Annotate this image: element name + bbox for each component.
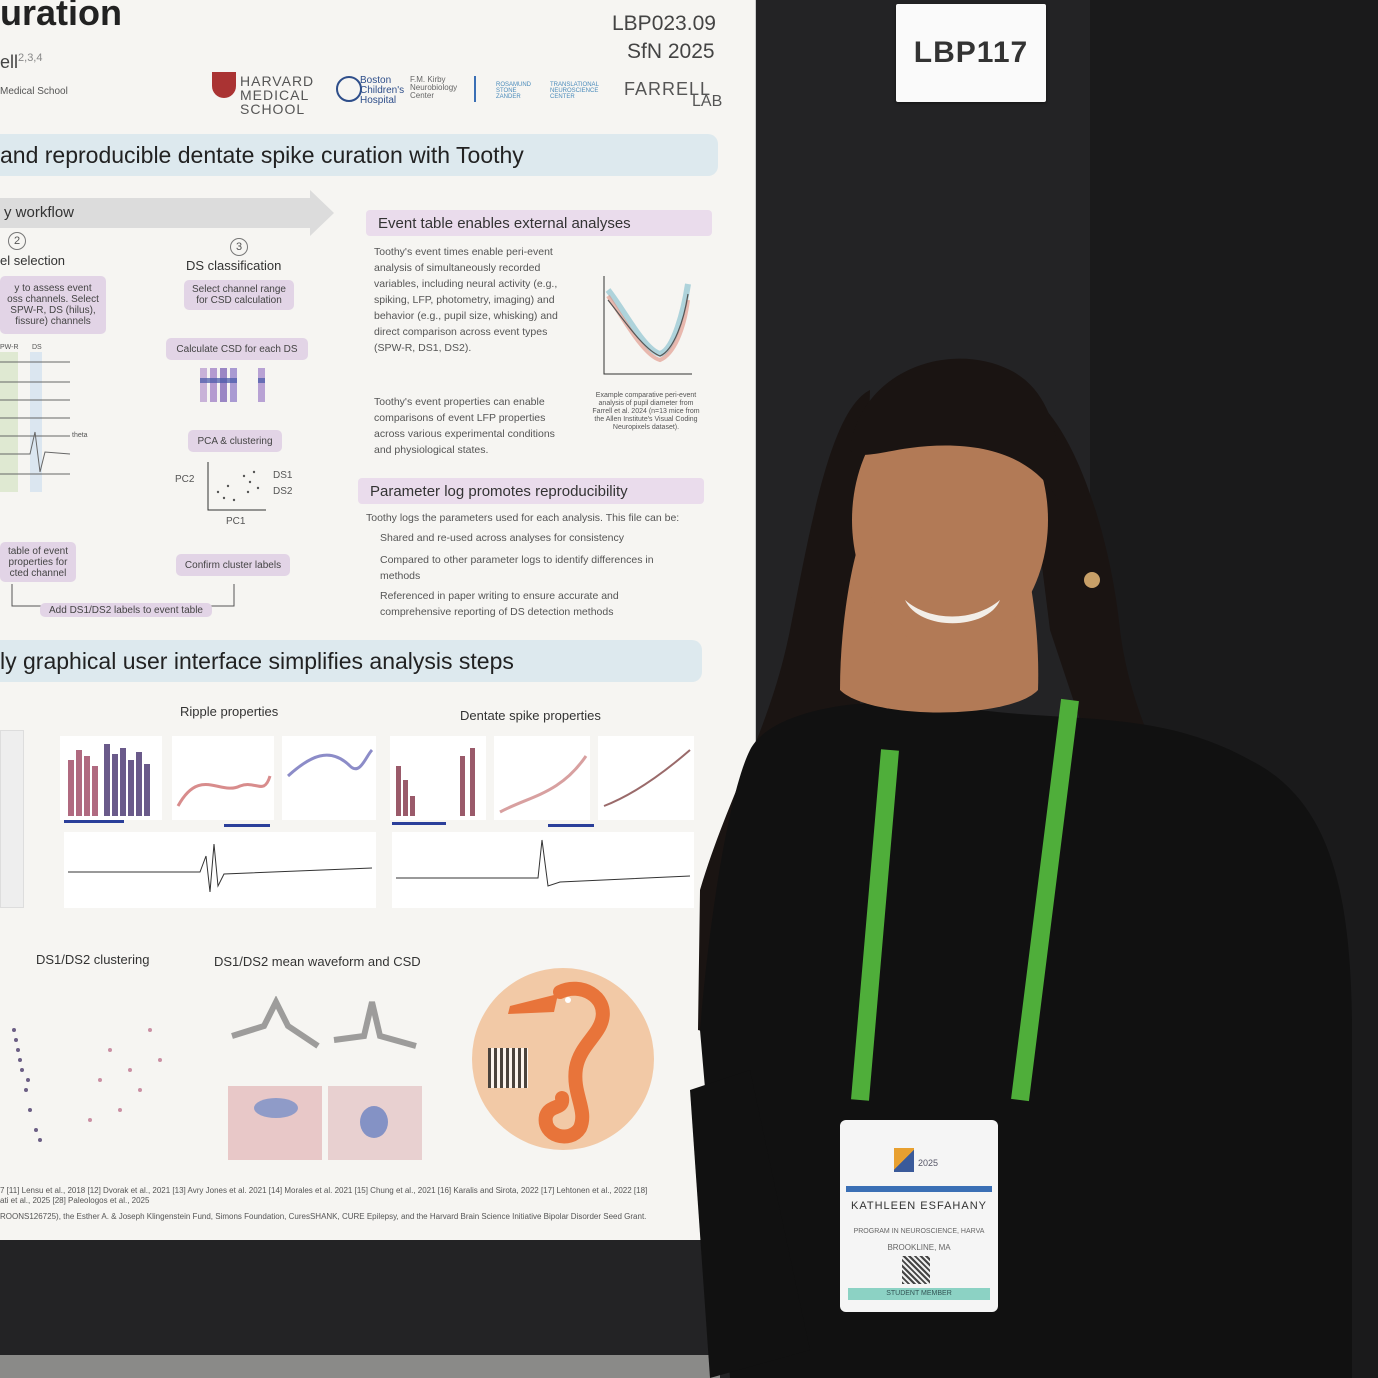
trace-label-ds: DS — [32, 344, 42, 351]
waveform-label: DS1/DS2 mean waveform and CSD — [214, 954, 421, 969]
clustering-label: DS1/DS2 clustering — [36, 952, 150, 967]
section-heading-toothy: and reproducible dentate spike curation … — [0, 134, 718, 176]
harvard-shield-icon — [212, 72, 236, 98]
waveform-csd-plots — [228, 996, 422, 1160]
calculate-csd-box: Calculate CSD for each DS — [166, 338, 308, 360]
person — [690, 358, 1352, 1378]
institution-logos: HARVARD MEDICAL SCHOOL Boston Children's… — [212, 70, 732, 116]
logo-tnc: TRANSLATIONAL NEUROSCIENCE CENTER — [550, 82, 599, 100]
funding-line: ROONS126725), the Esther A. & Joseph Kli… — [0, 1212, 647, 1221]
step-2-box: y to assess event oss channels. Select S… — [0, 276, 106, 334]
workflow-arrow: y workflow — [0, 190, 334, 236]
ripple-properties-label: Ripple properties — [180, 704, 279, 719]
step-2-output-box: table of event properties for cted chann… — [0, 542, 76, 582]
sfn-logo-icon — [894, 1148, 914, 1172]
pca-clustering-box: PCA & clustering — [188, 430, 282, 452]
ripple-property-plots — [60, 736, 376, 908]
poster-conference: SfN 2025 — [627, 40, 715, 63]
floor — [0, 1355, 720, 1378]
event-bullet-2: Toothy's event properties can enable com… — [374, 396, 555, 456]
poster-authors: ell2,3,4 — [0, 52, 43, 72]
step-3-label: DS classification — [186, 258, 282, 273]
badge-city: BROOKLINE, MA — [887, 1243, 951, 1252]
pca-scatter — [207, 462, 266, 511]
references-line-1: 7 [11] Lensu et al., 2018 [12] Dvorak et… — [0, 1186, 648, 1195]
event-table-heading: Event table enables external analyses — [366, 210, 712, 236]
pupil-plot — [603, 276, 692, 375]
dentate-property-plots — [390, 736, 694, 908]
step-2-number: 2 — [8, 232, 26, 250]
qr-code-icon — [488, 1048, 528, 1088]
poster: uration ell2,3,4 Medical School LBP023.0… — [0, 0, 756, 1240]
logo-zander: ROSAMUND STONE ZANDER — [496, 82, 532, 100]
clustering-scatter — [12, 1028, 162, 1142]
select-range-box: Select channel range for CSD calculation — [184, 280, 294, 310]
add-labels-box: Add DS1/DS2 labels to event table — [40, 603, 212, 617]
pc1-label: PC1 — [226, 516, 246, 527]
dentate-properties-label: Dentate spike properties — [460, 708, 601, 723]
poster-affiliation: Medical School — [0, 86, 68, 97]
badge-stripe — [846, 1186, 992, 1192]
section-heading-gui: ly graphical user interface simplifies a… — [0, 640, 702, 682]
event-bullet-1: Toothy's event times enable peri-event a… — [374, 246, 558, 354]
param-bullet-3: Referenced in paper writing to ensure ac… — [380, 590, 619, 618]
gui-sidebar-panel — [0, 730, 24, 908]
step-3-number: 3 — [230, 238, 248, 256]
lfp-traces — [0, 352, 71, 492]
param-intro: Toothy logs the parameters used for each… — [366, 512, 680, 524]
logo-harvard: HARVARD MEDICAL SCHOOL — [240, 73, 315, 117]
badge-footer: STUDENT MEMBER — [848, 1288, 990, 1300]
step-2-label: el selection — [0, 253, 66, 268]
poster-title: uration — [0, 0, 122, 33]
badge-year: 2025 — [918, 1158, 939, 1168]
badge-qr-icon — [902, 1256, 930, 1284]
csd-matrix-icon — [200, 368, 265, 402]
seahorse-icon — [508, 981, 610, 1144]
logo-farrell: FARRELL — [624, 79, 712, 99]
param-bullet-2: Compared to other parameter logs to iden… — [380, 554, 654, 582]
references-line-2: ati et al., 2025 [28] Paleologos et al.,… — [0, 1196, 150, 1205]
theta-label: theta — [72, 432, 88, 439]
workflow-label: y workflow — [4, 204, 75, 221]
pc2-label: PC2 — [175, 474, 195, 485]
board-number-tag: LBP117 — [896, 4, 1046, 102]
badge-name: KATHLEEN ESFAHANY — [851, 1200, 987, 1212]
parameter-log-heading: Parameter log promotes reproducibility — [358, 478, 704, 504]
pupil-caption: Example comparative peri-event analysis … — [592, 392, 700, 431]
zander-logo-icon — [474, 76, 486, 102]
ds2-label: DS2 — [273, 486, 293, 497]
logo-kirby: F.M. Kirby Neurobiology Center — [410, 75, 458, 100]
trace-label-spwr: PW-R — [0, 344, 19, 351]
bch-logo-icon — [336, 76, 362, 102]
logo-lab: LAB — [692, 93, 723, 110]
ds1-label: DS1 — [273, 470, 293, 481]
poster-id: LBP023.09 — [612, 12, 716, 35]
badge-program: PROGRAM IN NEUROSCIENCE, HARVA — [853, 1228, 985, 1235]
param-bullet-1: Shared and re-used across analyses for c… — [380, 532, 624, 544]
logo-bch: Boston Children's Hospital — [360, 75, 405, 106]
confirm-labels-box: Confirm cluster labels — [176, 554, 290, 576]
